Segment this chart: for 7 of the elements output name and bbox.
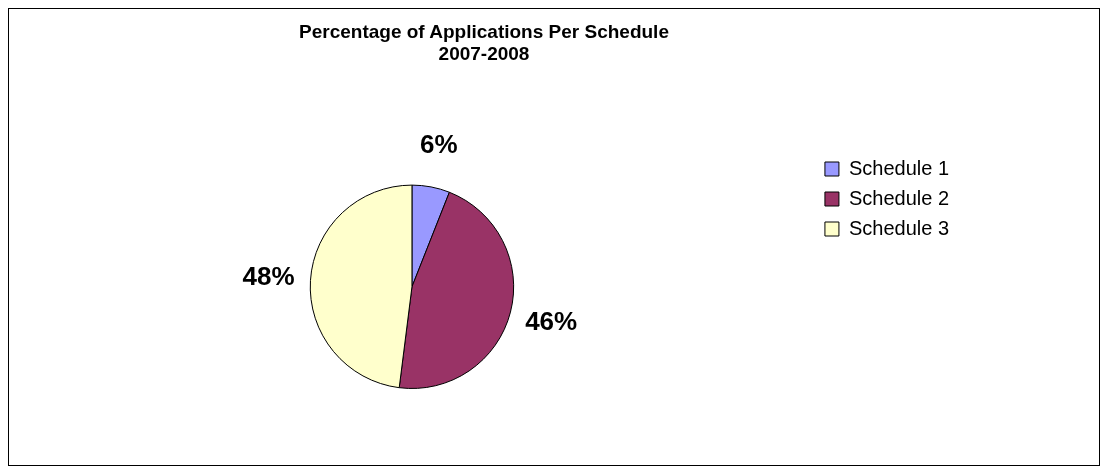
data-label: 6% <box>420 128 458 159</box>
legend-label: Schedule 1 <box>848 156 949 179</box>
data-label: 46% <box>525 305 578 336</box>
legend-label: Schedule 3 <box>848 216 949 239</box>
chart-title: Percentage of Applications Per Schedule 2007-2008 <box>299 20 669 65</box>
data-label: 48% <box>242 260 295 291</box>
legend-label: Schedule 2 <box>848 186 949 209</box>
